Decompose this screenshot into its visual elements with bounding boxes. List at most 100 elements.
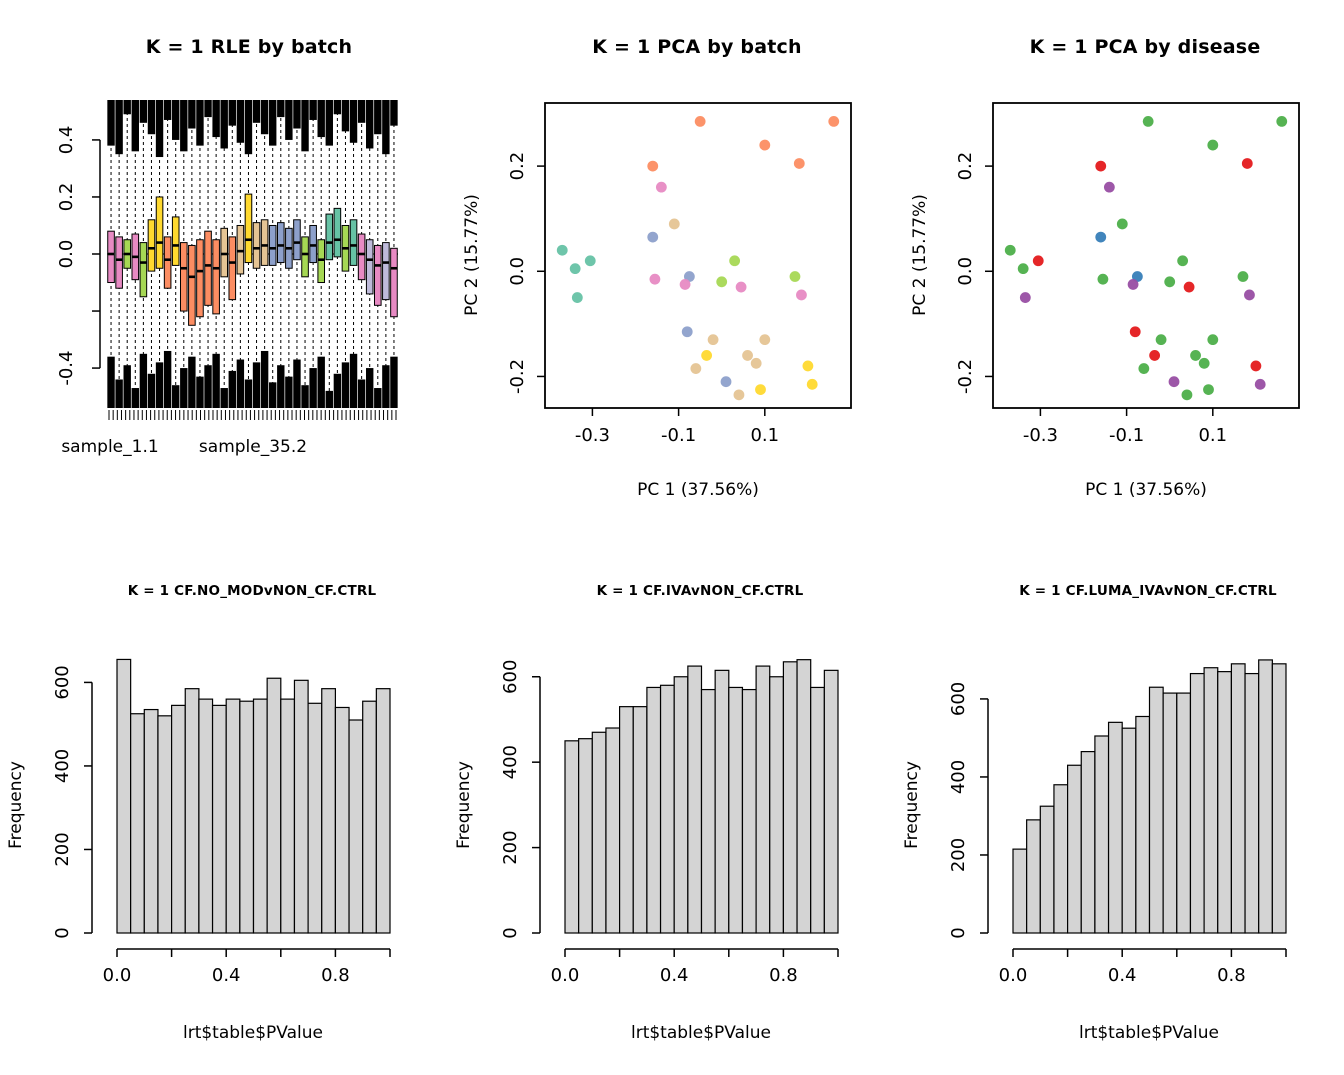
histogram-bar: [348, 719, 364, 934]
tick-label: -0.4: [56, 351, 77, 386]
pca-disease-scatter-chart: -0.3 -0.1 0.1 -0.2 0.0 0.2: [955, 102, 1300, 446]
histogram-bar: [659, 684, 675, 934]
histogram-bar: [769, 676, 784, 934]
boxplot-box: [365, 239, 374, 295]
data-point: [1116, 218, 1128, 230]
boxplot-box: [301, 236, 309, 278]
histogram-bar: [1135, 715, 1151, 934]
data-point: [750, 357, 762, 369]
tick-label: 0.4: [212, 965, 241, 986]
data-point: [1032, 255, 1044, 267]
tick-label: 0.0: [56, 240, 77, 269]
data-point: [683, 271, 695, 282]
tick-label: 400: [948, 760, 969, 794]
histogram-bar: [823, 669, 839, 934]
data-point: [735, 281, 747, 293]
rle-sample-label-first: sample_1.1: [61, 437, 159, 457]
hist-luma-iva-chart: 0.0 0.4 0.8 0 200 400 600: [948, 659, 1287, 986]
tick-label: 0.8: [1217, 965, 1246, 986]
data-point: [1190, 350, 1201, 361]
tick-label: 0.1: [750, 425, 779, 446]
tick-label: 0.0: [955, 257, 976, 286]
histogram-bar: [1148, 686, 1164, 934]
data-point: [1181, 389, 1193, 401]
hist-iva-y-axis-label: Frequency: [454, 761, 474, 849]
tick-label: 0.0: [103, 965, 132, 986]
histogram-bar: [578, 738, 593, 934]
data-point: [1149, 350, 1161, 361]
histogram-bar: [1121, 727, 1137, 934]
tick-label: 0.0: [999, 965, 1028, 986]
data-point: [649, 273, 661, 285]
hist-iva-x-axis-label: lrt$table$PValue: [630, 1023, 772, 1043]
boxplot-box: [309, 224, 317, 264]
boxplot-box: [382, 242, 390, 301]
histogram-bar: [211, 704, 227, 934]
histogram-bar: [605, 727, 621, 934]
data-point: [1207, 139, 1219, 151]
histogram-bar: [714, 669, 730, 934]
histogram-bar: [1230, 663, 1246, 934]
boxplot-box: [139, 242, 148, 298]
boxplot-box: [252, 222, 261, 269]
boxplot-box: [212, 239, 220, 315]
pca-disease-title: K = 1 PCA by disease: [1029, 36, 1261, 58]
data-point: [1017, 263, 1029, 275]
rle-title: K = 1 RLE by batch: [145, 36, 353, 58]
histogram-bar: [375, 688, 391, 934]
hist-no-mod-title: K = 1 CF.NO_MODvNON_CF.CTRL: [127, 583, 377, 599]
hist-luma-iva-panel: 0.0 0.4 0.8 0 200 400 600 K = 1 CF.LUMA_IVAvNO…: [896, 537, 1344, 1075]
hist-no-mod-chart: 0.0 0.4 0.8 0 200 400 600: [52, 658, 391, 986]
data-point: [1164, 276, 1176, 288]
histogram-bar: [130, 713, 145, 934]
pca-batch-title: K = 1 PCA by batch: [592, 36, 802, 58]
data-point: [1129, 326, 1141, 338]
pca-by-disease-panel: -0.3 -0.1 0.1 -0.2 0.0 0.2 K = 1 PCA by disea…: [896, 0, 1344, 537]
histogram-bar: [1189, 672, 1205, 934]
histogram-bar: [184, 688, 200, 934]
data-point: [679, 279, 691, 290]
histogram-bar: [700, 688, 716, 934]
data-point: [1203, 384, 1214, 395]
boxplot-box: [349, 219, 358, 266]
histogram-bar: [1271, 663, 1287, 934]
data-point: [1244, 289, 1255, 301]
data-point: [1168, 376, 1180, 388]
data-point: [1276, 116, 1288, 127]
data-point: [1198, 357, 1210, 369]
tick-label: -0.1: [661, 425, 696, 446]
histogram-bar: [307, 702, 323, 934]
histogram-bars: [116, 658, 391, 934]
data-point: [1138, 363, 1150, 374]
data-point: [716, 276, 728, 288]
tick-label: 0.0: [551, 965, 580, 986]
histogram-bar: [1080, 750, 1096, 934]
histogram-bar: [266, 677, 282, 934]
histogram-bar: [1026, 819, 1041, 934]
data-point: [1142, 116, 1154, 127]
tick-label: 0.1: [1198, 425, 1227, 446]
histogram-bar: [321, 688, 336, 934]
hist-no-mod-y-axis-label: Frequency: [6, 761, 26, 849]
data-point: [1237, 271, 1249, 282]
boxplot-box: [188, 244, 196, 326]
hist-iva-panel: 0.0 0.4 0.8 0 200 400 600 K = 1 CF.IVAvNON_CF.…: [448, 537, 896, 1075]
data-point: [647, 231, 659, 243]
hist-iva-chart: 0.0 0.4 0.8 0 200 400 600: [500, 659, 839, 986]
tick-label: 0.4: [660, 965, 689, 986]
boxplot-box: [325, 213, 334, 261]
pca-batch-scatter-chart: -0.3 -0.1 0.1 -0.2 0.0 0.2: [507, 102, 852, 446]
data-point: [793, 158, 805, 169]
histogram-bar: [157, 715, 173, 934]
hist-no-mod-x-axis-label: lrt$table$PValue: [182, 1023, 324, 1043]
tick-label: 0.2: [955, 152, 976, 181]
rle-boxplot-chart: 0.4 0.2 0.0 -0.4: [56, 100, 398, 420]
tick-label: -0.1: [1109, 425, 1144, 446]
histogram-bar: [755, 665, 771, 934]
histogram-bar: [280, 698, 296, 934]
histogram-bar: [116, 658, 132, 934]
boxplot-box: [276, 222, 285, 264]
boxplot-box: [317, 239, 326, 284]
data-point: [584, 255, 596, 267]
data-point: [1250, 360, 1262, 372]
